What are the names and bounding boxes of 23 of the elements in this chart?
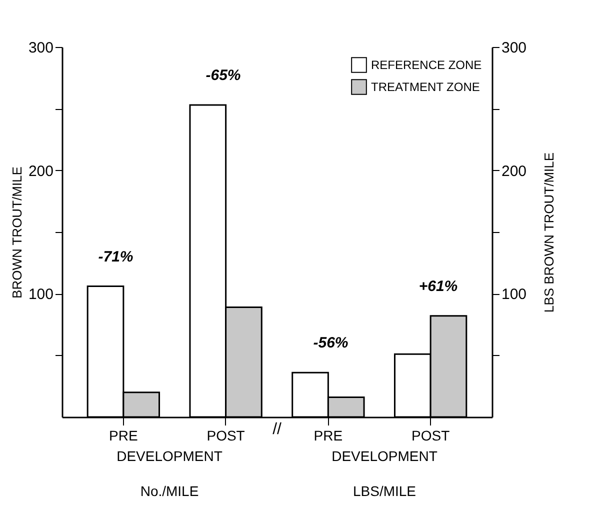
y2-tick-label: 200 bbox=[502, 162, 527, 180]
annotation: -71% bbox=[98, 248, 134, 266]
y-tick-label: 200 bbox=[28, 162, 54, 180]
annotation: -65% bbox=[206, 66, 241, 84]
y-tick-label: 300 bbox=[28, 40, 54, 56]
legend-label: TREATMENT ZONE bbox=[371, 80, 480, 94]
legend-label: REFERENCE ZONE bbox=[371, 58, 482, 72]
text: // bbox=[272, 421, 282, 438]
x-tick-label: POST bbox=[412, 428, 450, 444]
text: LBS/MILE bbox=[352, 483, 416, 499]
y2-tick-label: 100 bbox=[502, 286, 527, 304]
x-tick-label: PRE bbox=[109, 428, 138, 444]
annotation: -56% bbox=[313, 334, 348, 352]
annotation: +61% bbox=[418, 278, 458, 295]
x-tick-label: POST bbox=[206, 428, 246, 444]
y2-axis-title: LBS BROWN TROUT/MILE bbox=[542, 152, 557, 313]
y-tick-label: 100 bbox=[28, 286, 54, 304]
y2-tick-label: 300 bbox=[502, 40, 527, 56]
text: No./MILE bbox=[140, 483, 199, 499]
y-axis-title: BROWN TROUT/MILE bbox=[9, 166, 24, 298]
text: DEVELOPMENT bbox=[332, 448, 438, 464]
text: DEVELOPMENT bbox=[116, 448, 223, 464]
x-tick-label: PRE bbox=[314, 428, 343, 444]
